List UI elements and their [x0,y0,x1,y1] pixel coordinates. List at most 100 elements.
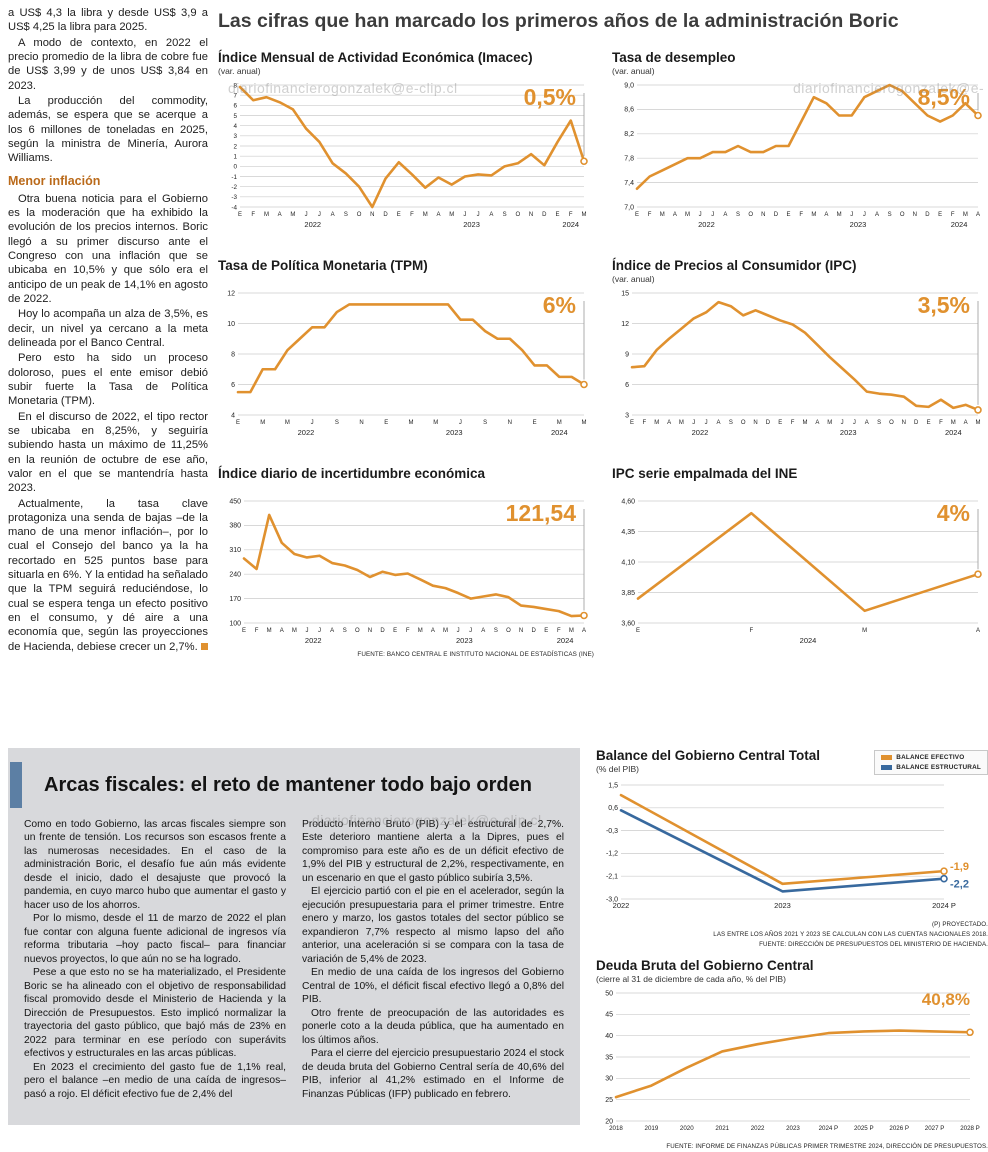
svg-text:J: J [469,628,472,634]
svg-text:4,60: 4,60 [621,498,635,505]
svg-text:20: 20 [605,1118,613,1125]
svg-text:8,6: 8,6 [624,107,634,114]
svg-text:M: M [827,420,832,426]
svg-text:D: D [766,420,771,426]
fiscal-columns: Como en todo Gobierno, las arcas fiscale… [8,816,580,1101]
paragraph: A modo de contexto, en 2022 el precio pr… [8,36,208,92]
svg-text:M: M [285,420,290,426]
svg-text:8,2: 8,2 [624,131,634,138]
svg-text:M: M [679,420,684,426]
svg-text:N: N [761,212,765,218]
svg-text:M: M [976,420,981,426]
svg-text:A: A [278,212,282,218]
chart-title: Deuda Bruta del Gobierno Central [596,957,814,973]
svg-text:-2,2: -2,2 [950,879,969,891]
svg-text:0,6: 0,6 [608,805,618,812]
legend-swatch-efectivo [881,755,893,760]
svg-text:2020: 2020 [680,1125,694,1132]
chart-plot: 12 10 8 6 4 E M M J S N E M M J S N E M M 2022 2023 2024 6% [218,285,594,442]
svg-text:J: J [305,212,308,218]
svg-text:S: S [736,212,740,218]
paragraph: En 2023 el crecimiento del gasto fue de … [24,1061,286,1100]
svg-text:F: F [410,212,414,218]
svg-text:M: M [433,420,438,426]
paragraph: a US$ 4,3 la libra y desde US$ 3,9 a US$… [8,7,208,34]
svg-text:D: D [925,212,930,218]
svg-text:A: A [431,628,435,634]
svg-text:E: E [544,628,548,634]
svg-text:J: J [311,420,314,426]
svg-text:O: O [357,212,362,218]
chart-title: Balance del Gobierno Central Total [596,748,821,763]
svg-text:A: A [436,212,440,218]
svg-text:J: J [711,212,714,218]
svg-text:7,4: 7,4 [624,180,634,187]
svg-text:J: J [457,628,460,634]
svg-text:J: J [699,212,702,218]
source-text: FUENTE: INFORME DE FINANZAS PÚBLICAS PRI… [666,1142,988,1150]
paragraph: Para el cierre del ejercicio presupuesta… [302,1048,564,1100]
svg-text:E: E [635,212,639,218]
svg-text:-4: -4 [231,204,237,211]
balance-head: Balance del Gobierno Central Total (% de… [596,748,988,775]
svg-text:F: F [749,628,753,634]
svg-text:F: F [799,212,803,218]
svg-text:35: 35 [605,1054,613,1061]
svg-text:7: 7 [233,92,237,99]
svg-text:12: 12 [227,290,235,297]
svg-text:F: F [939,420,943,426]
svg-text:A: A [815,420,819,426]
svg-text:-3,0: -3,0 [606,896,618,903]
svg-text:8: 8 [233,82,237,89]
svg-text:100: 100 [229,620,241,627]
svg-text:A: A [280,628,284,634]
svg-text:M: M [260,420,265,426]
svg-text:N: N [753,420,757,426]
legend-item-estructural: BALANCE ESTRUCTURAL [881,764,981,771]
legend-label: BALANCE EFECTIVO [896,754,965,761]
bottom-charts: Balance del Gobierno Central Total (% de… [596,748,988,1152]
svg-text:2021: 2021 [715,1125,729,1132]
chart-notes: (P) PROYECTADO. LAS ENTRE LOS AÑOS 2021 Y… [596,920,988,950]
svg-text:O: O [516,212,521,218]
fiscal-panel: Arcas fiscales: el reto de mantener todo… [8,748,580,1125]
svg-text:M: M [418,628,423,634]
svg-text:2024: 2024 [557,636,574,645]
svg-text:S: S [503,212,507,218]
svg-text:A: A [716,420,720,426]
svg-text:F: F [648,212,652,218]
svg-text:N: N [913,212,917,218]
svg-text:F: F [791,420,795,426]
svg-text:S: S [888,212,892,218]
svg-text:F: F [251,212,255,218]
svg-text:M: M [409,420,414,426]
chart-subtitle [218,482,594,493]
svg-text:7,8: 7,8 [624,156,634,163]
svg-text:E: E [778,420,782,426]
chart-source: FUENTE: BANCO CENTRAL E INSTITUTO NACION… [357,651,594,658]
paragraph: Pese a que esto no se ha materializado, … [24,967,286,1060]
svg-text:2022: 2022 [698,220,715,229]
chart-ipc-empalmada: IPC serie empalmada del INE 4,60 4,35 4,10… [612,466,988,666]
svg-text:O: O [900,212,905,218]
paragraph: Otra buena noticia para el Gobierno es l… [8,192,208,305]
article-last-text: Actualmente, la tasa clave protagoniza u… [8,497,208,653]
fiscal-column-1: Como en todo Gobierno, las arcas fiscale… [24,818,286,1101]
svg-text:3,85: 3,85 [621,590,635,597]
svg-text:2026 P: 2026 P [889,1125,909,1132]
svg-text:3: 3 [625,412,629,419]
svg-text:9,0: 9,0 [624,82,634,89]
svg-text:A: A [481,628,485,634]
svg-text:M: M [264,212,269,218]
article-subhead: Menor inflación [8,173,101,188]
svg-text:A: A [667,420,671,426]
svg-text:4,10: 4,10 [621,559,635,566]
svg-text:O: O [889,420,894,426]
svg-text:S: S [729,420,733,426]
paragraph: (P) PROYECTADO. [931,921,988,928]
chart-imacec: Índice Mensual de Actividad Económica (I… [218,50,594,250]
chart-title: Índice de Precios al Consumidor (IPC) [612,258,857,273]
paragraph: Hoy lo acompaña un alza de 3,5%, es deci… [8,308,208,349]
svg-text:J: J [318,212,321,218]
fiscal-header: Arcas fiscales: el reto de mantener todo… [8,748,580,816]
